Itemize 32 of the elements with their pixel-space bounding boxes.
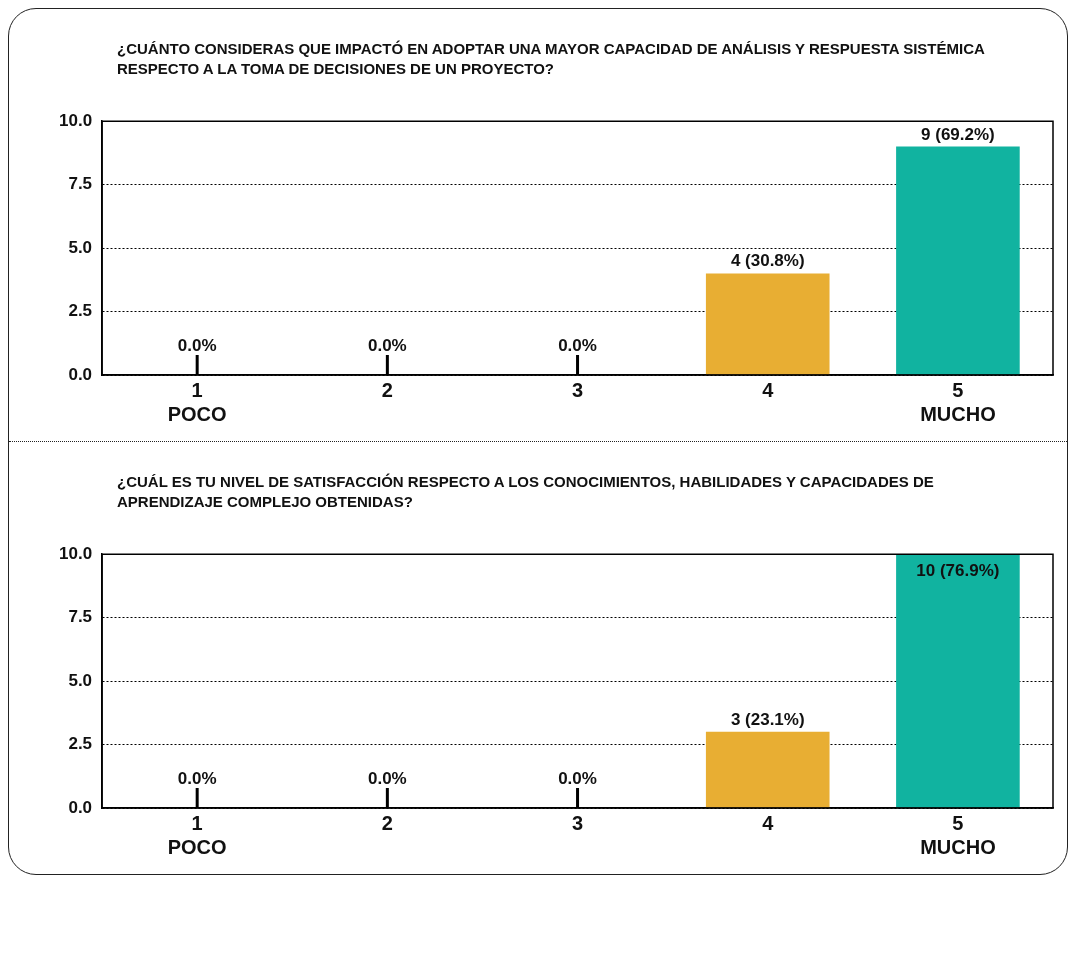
- data-label: 0.0%: [177, 769, 217, 788]
- x-tick-label: 3: [571, 378, 584, 401]
- y-tick-label: 10.0: [58, 543, 93, 563]
- x-tick-label: 5 MUCHO: [920, 811, 996, 858]
- x-tick-label: 5 MUCHO: [920, 378, 996, 425]
- data-label: 3 (23.1%): [730, 709, 805, 729]
- x-tick-label: 4: [762, 378, 775, 401]
- y-tick-label: 2.5: [68, 301, 93, 321]
- chart-title: ¿CUÁL ES TU NIVEL DE SATISFACCIÓN RESPECTO A LOS CONOCIMIENTOS, HABILIDADES Y CAPACIDADES DE APRENDIZAJE COMPLEJO OBTENIDAS?: [117, 472, 935, 512]
- data-label: 0.0%: [367, 769, 407, 788]
- x-tick-label: 4: [762, 811, 775, 834]
- y-tick-label: 7.5: [68, 174, 93, 194]
- y-tick-label: 10.0: [58, 110, 93, 130]
- y-tick-label: 2.5: [68, 734, 93, 754]
- y-tick-label: 0.0: [68, 797, 93, 817]
- y-tick-label: 5.0: [68, 237, 93, 257]
- data-label: 0.0%: [558, 336, 597, 355]
- x-tick-label: 2: [381, 811, 393, 834]
- y-tick-label: 0.0: [68, 364, 93, 384]
- x-tick-label: 1 POCO: [167, 811, 227, 858]
- x-tick-label: 2: [381, 378, 393, 401]
- data-label: 4 (30.8%): [730, 251, 805, 271]
- y-tick-label: 7.5: [68, 607, 93, 627]
- data-label: 9 (69.2%): [921, 124, 995, 144]
- data-label: 0.0%: [558, 769, 597, 788]
- chart-title: ¿CUÁNTO CONSIDERAS QUE IMPACTÓ EN ADOPTAR UNA MAYOR CAPACIDAD DE ANÁLISIS Y RESPUESTA SISTÉMICA RESPECTO A LA TOMA DE DECISIONES DE UN PROYECTO?: [117, 39, 986, 79]
- x-tick-label: 3: [571, 811, 584, 834]
- data-label: 10 (76.9%): [916, 561, 1000, 581]
- x-tick-label: 1 POCO: [167, 378, 227, 425]
- y-tick-label: 5.0: [68, 670, 93, 690]
- data-label: 0.0%: [367, 336, 407, 355]
- data-label: 0.0%: [177, 336, 217, 355]
